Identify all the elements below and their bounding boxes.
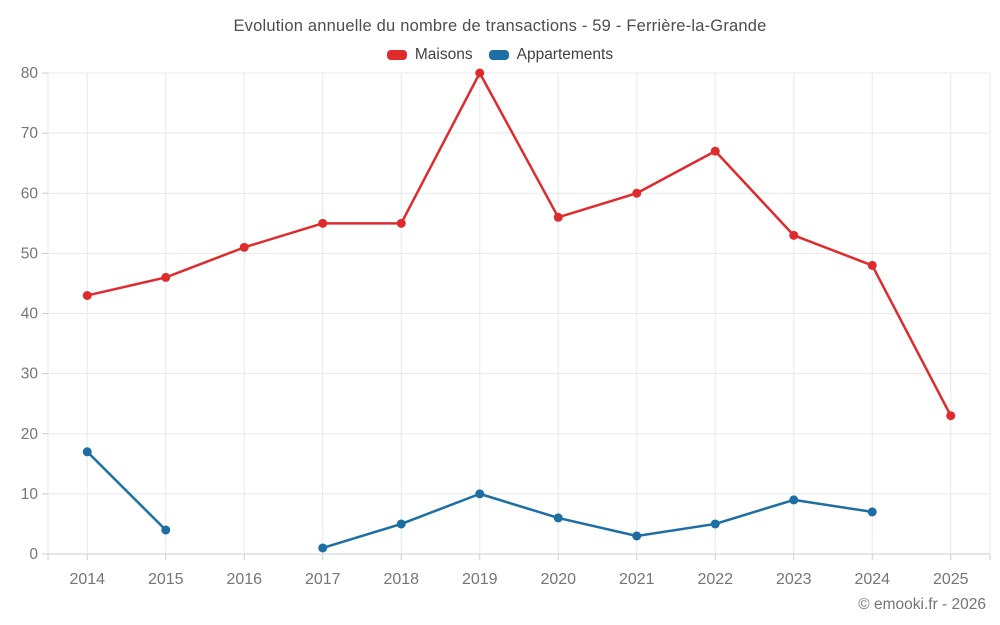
chart-legend: Maisons Appartements: [0, 46, 1000, 64]
appartements-swatch-icon: [488, 50, 509, 60]
chart-title: Evolution annuelle du nombre de transact…: [233, 17, 767, 35]
legend-item-maisons[interactable]: Maisons: [386, 46, 473, 64]
svg-text:0: 0: [29, 546, 38, 563]
svg-text:2014: 2014: [69, 571, 105, 588]
svg-text:2015: 2015: [148, 571, 184, 588]
svg-text:20: 20: [21, 426, 39, 443]
axis-labels: 0 10 20 30 40 50 60 70 80 2014 2015 2016 2017 2018 201…: [21, 65, 969, 588]
copyright-text: © emooki.fr - 2026: [858, 596, 986, 613]
svg-text:2018: 2018: [383, 571, 419, 588]
svg-text:2024: 2024: [854, 571, 890, 588]
svg-text:50: 50: [21, 245, 39, 262]
svg-text:2016: 2016: [226, 571, 262, 588]
svg-text:2023: 2023: [776, 571, 812, 588]
gridlines: [47, 72, 991, 555]
svg-text:2025: 2025: [933, 571, 969, 588]
svg-text:2022: 2022: [697, 571, 733, 588]
svg-text:60: 60: [21, 185, 39, 202]
svg-text:40: 40: [21, 306, 39, 323]
svg-text:2017: 2017: [305, 571, 341, 588]
svg-text:80: 80: [21, 65, 39, 82]
series-maisons: [82, 68, 956, 421]
svg-text:30: 30: [21, 366, 39, 383]
maisons-swatch-icon: [386, 50, 407, 60]
axis-ticks: [42, 72, 991, 560]
svg-text:70: 70: [21, 125, 39, 142]
legend-label-appartements: Appartements: [516, 46, 614, 63]
svg-text:2020: 2020: [540, 571, 576, 588]
series-appartements: [82, 447, 877, 553]
svg-text:2021: 2021: [619, 571, 655, 588]
svg-text:2019: 2019: [462, 571, 498, 588]
svg-text:10: 10: [21, 486, 39, 503]
legend-label-maisons: Maisons: [414, 46, 473, 63]
legend-item-appartements[interactable]: Appartements: [488, 46, 614, 64]
